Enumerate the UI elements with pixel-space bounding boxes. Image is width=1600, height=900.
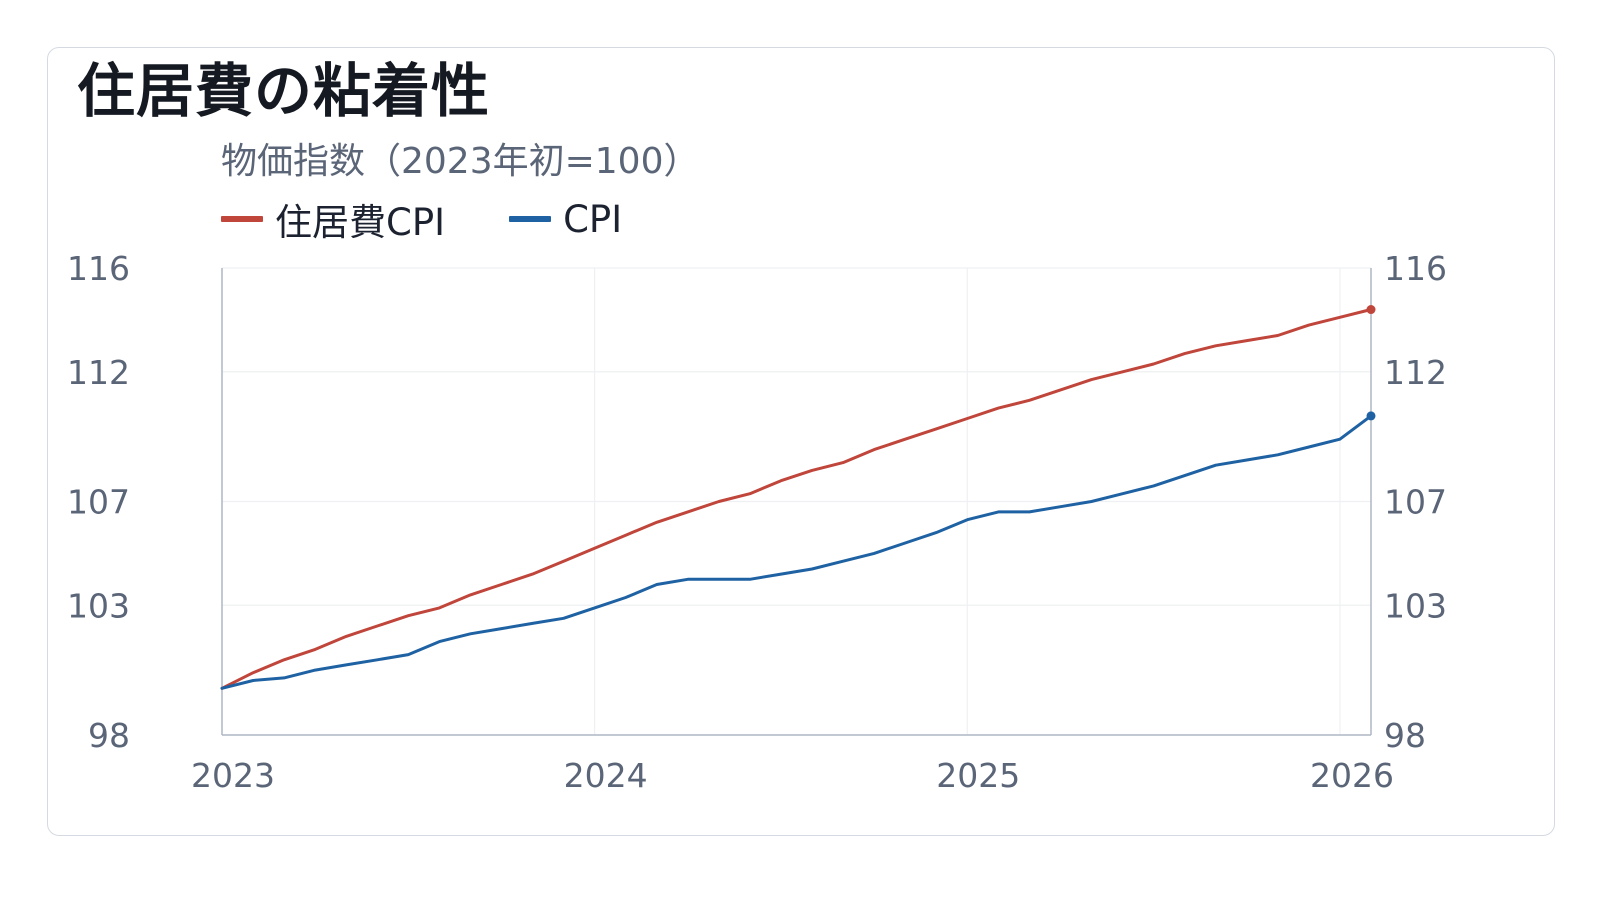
legend-label-housing-cpi: 住居費CPI bbox=[275, 201, 446, 244]
x-tick-label: 2024 bbox=[564, 756, 648, 795]
series-end-point-housing-cpi bbox=[1366, 305, 1376, 315]
series-line-housing-cpi bbox=[220, 308, 1373, 690]
chart-title: 住居費の粘着性 bbox=[77, 57, 491, 125]
series-line-cpi bbox=[220, 414, 1373, 690]
x-tick-label: 2025 bbox=[936, 756, 1020, 795]
y-tick-label-right: 116 bbox=[1384, 249, 1447, 288]
y-tick-label-right: 98 bbox=[1384, 716, 1426, 755]
chart-card bbox=[47, 47, 1555, 836]
x-tick-label: 2023 bbox=[191, 756, 275, 795]
y-tick-label-left: 98 bbox=[88, 716, 130, 755]
y-tick-label-right: 103 bbox=[1384, 586, 1447, 625]
legend-item-cpi[interactable]: CPI bbox=[509, 198, 622, 241]
legend: 住居費CPI CPI bbox=[221, 194, 686, 244]
y-tick-label-left: 112 bbox=[67, 353, 130, 392]
legend-swatch-housing-cpi bbox=[221, 216, 263, 222]
chart-subtitle: 物価指数（2023年初=100） bbox=[221, 141, 700, 182]
y-tick-label-left: 116 bbox=[67, 249, 130, 288]
y-tick-label-left: 107 bbox=[67, 483, 130, 522]
legend-label-cpi: CPI bbox=[563, 197, 623, 241]
y-tick-label-right: 112 bbox=[1384, 353, 1447, 392]
series-end-point-cpi bbox=[1366, 411, 1376, 421]
y-tick-label-left: 103 bbox=[67, 586, 130, 625]
legend-swatch-cpi bbox=[509, 216, 552, 222]
y-tick-label-right: 107 bbox=[1384, 483, 1447, 522]
x-tick-label: 2026 bbox=[1310, 756, 1394, 795]
legend-item-housing-cpi[interactable]: 住居費CPI bbox=[221, 192, 445, 246]
